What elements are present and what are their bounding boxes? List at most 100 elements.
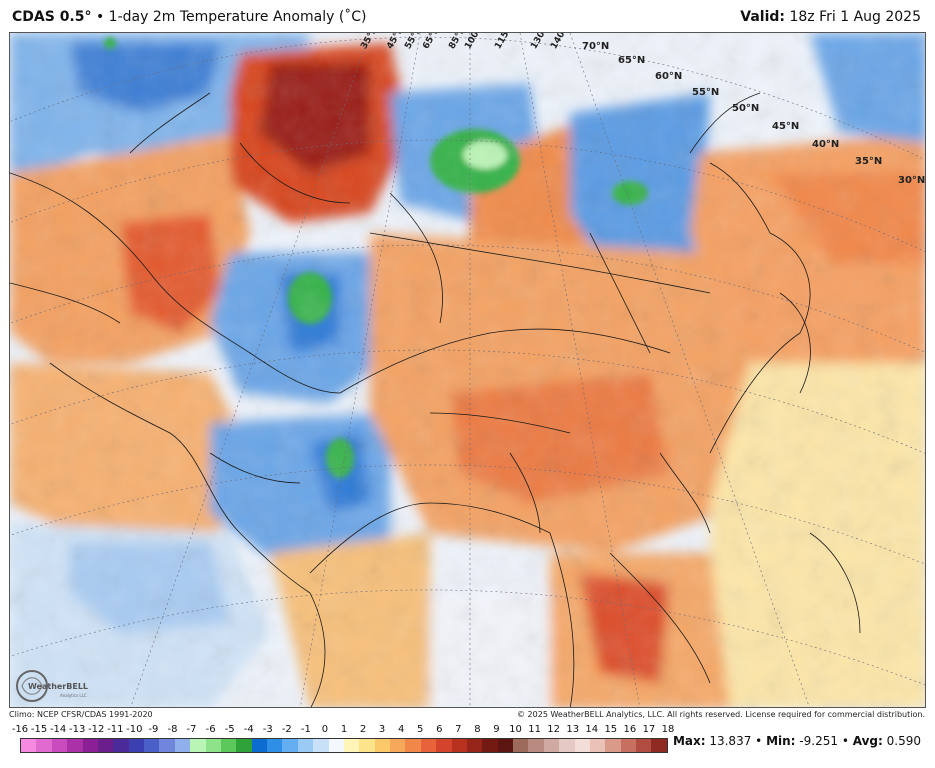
colorbar-tick-label: 2 <box>359 724 367 735</box>
colorbar-swatch <box>128 739 144 752</box>
lat-label-40n: 40°N <box>812 139 840 150</box>
colorbar-tick-label: -4 <box>243 724 254 735</box>
graticule <box>10 33 925 707</box>
colorbar-tick-label: -14 <box>49 724 67 735</box>
colorbar-swatch <box>174 739 191 752</box>
colorbar-tick-label: -11 <box>107 724 124 735</box>
field-stats: Max: 13.837 • Min: -9.251 • Avg: 0.590 <box>673 734 921 748</box>
colorbar-swatch <box>405 739 421 752</box>
lat-label-70n: 70°N <box>582 41 610 52</box>
colorbar-tick-label: 17 <box>642 724 656 735</box>
colorbar-swatch <box>220 739 237 752</box>
colorbar-tick-label: -3 <box>262 724 273 735</box>
colorbar-tick-label: 14 <box>585 724 599 735</box>
colorbar-swatch <box>528 739 544 752</box>
lat-label-45n: 45°N <box>772 121 800 132</box>
colorbar-tick-label: 7 <box>455 724 462 735</box>
colorbar-swatch <box>543 739 560 752</box>
colorbar-swatch <box>589 739 606 752</box>
colorbar-swatch <box>236 739 252 752</box>
colorbar-swatch <box>497 739 513 752</box>
colorbar-swatch <box>297 739 314 752</box>
colorbar-swatch <box>620 739 636 752</box>
colorbar-tick-label: -9 <box>148 724 159 735</box>
colorbar-swatch <box>482 739 498 752</box>
valid-time: Valid: 18z Fri 1 Aug 2025 <box>740 9 921 25</box>
colorbar-swatch <box>451 739 467 752</box>
colorbar-tick-label: -16 <box>11 724 29 735</box>
colorbar-tick-label: -2 <box>281 724 292 735</box>
colorbar-swatch <box>513 739 529 752</box>
colorbar-swatch <box>267 739 283 752</box>
colorbar-tick-label: 3 <box>378 724 386 735</box>
colorbar-swatch <box>82 739 98 752</box>
colorbar-tick-label: 0 <box>321 724 329 735</box>
colorbar-swatch <box>374 739 390 752</box>
colorbar-swatch <box>21 739 37 752</box>
colorbar-swatch <box>343 739 360 752</box>
avg-label: Avg: <box>852 734 883 748</box>
max-value: 13.837 <box>709 734 752 748</box>
colorbar-swatch <box>636 739 652 752</box>
colorbar-swatch <box>282 739 298 752</box>
colorbar-tick-label: -15 <box>30 724 48 735</box>
copyright-note: © 2025 WeatherBELL Analytics, LLC. All r… <box>517 710 925 719</box>
colorbar-swatch <box>559 739 575 752</box>
map-canvas <box>10 33 925 707</box>
colorbar-tick-label: 12 <box>547 724 561 735</box>
colorbar-swatch <box>205 739 221 752</box>
stats-sep-1: • <box>755 734 763 748</box>
lat-label-55n: 55°N <box>692 87 720 98</box>
colorbar-tick-label: 15 <box>604 724 618 735</box>
colorbar-swatch <box>651 739 667 752</box>
colorbar-swatch <box>251 739 267 752</box>
colorbar-swatch <box>67 739 83 752</box>
colorbar-tick-label: -8 <box>167 724 178 735</box>
colorbar-tick-label: -6 <box>205 724 216 735</box>
colorbar-swatch <box>359 739 375 752</box>
valid-time-value: 18z Fri 1 Aug 2025 <box>789 9 921 25</box>
colorbar-tick-label: 4 <box>397 724 405 735</box>
lat-label-60n: 60°N <box>655 71 683 82</box>
avg-value: 0.590 <box>886 734 921 748</box>
colorbar-swatch <box>144 739 160 752</box>
colorbar-tick-label: 11 <box>528 724 541 735</box>
colorbar-tick-label: 1 <box>340 724 348 735</box>
anomaly-map[interactable]: 70°N 65°N 60°N 55°N 50°N 45°N 40°N 35°N … <box>9 32 926 708</box>
colorbar-tick-label: 8 <box>474 724 481 735</box>
colorbar-swatch <box>390 739 406 752</box>
max-label: Max: <box>672 734 706 748</box>
colorbar-swatch <box>36 739 52 752</box>
colorbar-tick-label: 18 <box>661 724 675 735</box>
colorbar <box>20 738 668 753</box>
min-label: Min: <box>766 734 796 748</box>
valid-label: Valid: <box>740 9 786 25</box>
colorbar-tick-label: 5 <box>417 724 424 735</box>
colorbar-tick-label: -12 <box>88 724 105 735</box>
svg-text:WeatherBELL: WeatherBELL <box>28 682 88 691</box>
climo-note: Climo: NCEP CFSR/CDAS 1991-2020 <box>9 710 153 719</box>
colorbar-tick-label: 6 <box>436 724 443 735</box>
product-title: 1-day 2m Temperature Anomaly (˚C) <box>108 9 367 25</box>
colorbar-swatch <box>574 739 590 752</box>
weatherbell-logo: WeatherBELL Analytics LLC <box>14 667 94 705</box>
min-value: -9.251 <box>799 734 838 748</box>
header-bar: CDAS 0.5° • 1-day 2m Temperature Anomaly… <box>0 0 935 32</box>
stats-sep-2: • <box>841 734 849 748</box>
lat-label-30n: 30°N <box>898 175 926 186</box>
map-title: CDAS 0.5° • 1-day 2m Temperature Anomaly… <box>12 9 367 25</box>
colorbar-swatch <box>190 739 206 752</box>
colorbar-swatch <box>466 739 483 752</box>
colorbar-tick-label: -7 <box>186 724 197 735</box>
colorbar-swatch <box>420 739 437 752</box>
colorbar-tick-label: 9 <box>493 724 500 735</box>
title-separator: • <box>95 9 105 25</box>
lat-label-50n: 50°N <box>732 103 760 114</box>
lat-label-65n: 65°N <box>618 55 646 66</box>
colorbar-swatch <box>159 739 175 752</box>
colorbar-swatch <box>313 739 329 752</box>
colorbar-swatch <box>51 739 68 752</box>
colorbar-tick-label: -13 <box>69 724 86 735</box>
lat-label-35n: 35°N <box>855 156 883 167</box>
colorbar-tick-label: -10 <box>126 724 143 735</box>
